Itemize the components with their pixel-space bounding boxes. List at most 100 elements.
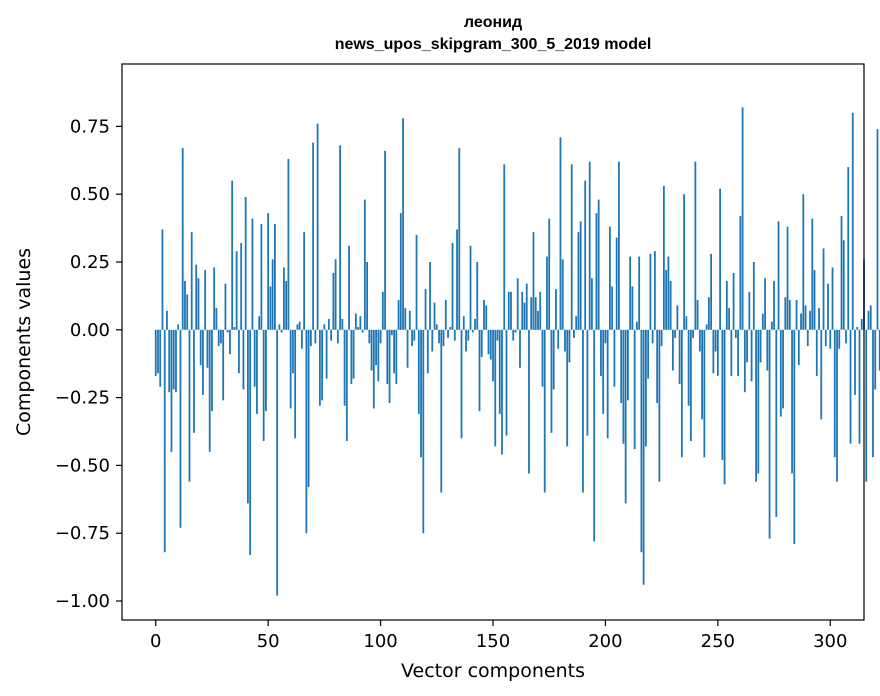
bar-313	[858, 329, 861, 444]
bar-221	[651, 329, 654, 344]
bar-205	[615, 237, 618, 330]
bar-179	[557, 329, 560, 349]
bar-165	[525, 283, 528, 330]
bar-188	[577, 232, 580, 330]
bar-301	[831, 267, 834, 330]
bar-286	[797, 329, 800, 366]
bar-167	[530, 297, 533, 330]
bar-52	[271, 259, 274, 330]
bar-43	[251, 218, 254, 330]
bar-230	[671, 329, 674, 371]
bar-224	[658, 329, 661, 482]
bar-4	[163, 329, 166, 553]
bar-214	[636, 321, 638, 330]
bar-162	[519, 329, 521, 368]
bar-160	[514, 329, 517, 333]
bar-72	[316, 123, 319, 330]
x-tick-label: 0	[150, 631, 161, 652]
bar-216	[640, 329, 643, 553]
bar-243	[701, 329, 704, 420]
bar-204	[613, 329, 616, 387]
bar-13	[184, 280, 186, 330]
bar-74	[321, 329, 324, 401]
bar-275	[773, 280, 775, 330]
bar-28	[217, 329, 220, 347]
bar-258	[734, 329, 737, 338]
bar-233	[678, 329, 681, 385]
bar-245	[705, 324, 708, 330]
bar-277	[777, 221, 780, 330]
bar-53	[274, 224, 276, 330]
bar-138	[465, 329, 467, 352]
bar-193	[588, 161, 591, 330]
bar-26	[213, 267, 216, 330]
bar-291	[809, 310, 811, 330]
bar-129	[444, 299, 447, 330]
bar-322	[878, 329, 880, 371]
bar-317	[867, 310, 870, 330]
bar-200	[604, 329, 607, 344]
bar-25	[211, 329, 213, 412]
bar-235	[683, 194, 686, 330]
bar-166	[528, 329, 530, 474]
bar-161	[516, 278, 519, 330]
bar-319	[872, 329, 874, 458]
bar-103	[386, 329, 389, 385]
bar-97	[372, 329, 375, 409]
bar-82	[339, 145, 341, 330]
bar-203	[611, 286, 614, 330]
bar-156	[505, 329, 508, 436]
bar-125	[435, 324, 438, 330]
bar-118	[420, 329, 422, 458]
bar-105	[390, 329, 393, 336]
bar-272	[766, 329, 769, 371]
bar-116	[415, 234, 418, 330]
bar-173	[543, 329, 546, 493]
bar-108	[397, 299, 400, 330]
bar-150	[492, 329, 494, 382]
bar-115	[413, 329, 416, 341]
bar-21	[202, 329, 204, 395]
bar-280	[784, 297, 787, 330]
bar-172	[541, 329, 544, 387]
bar-49	[265, 329, 267, 412]
bar-64	[298, 321, 301, 330]
y-axis-ticks: −1.00 −0.75 −0.50 −0.25 0.00 0.25 0.50 0.75	[55, 116, 122, 612]
bar-288	[802, 194, 805, 330]
bar-48	[262, 329, 265, 441]
bar-283	[791, 329, 793, 474]
bar-228	[667, 256, 670, 330]
bar-298	[824, 329, 827, 347]
bar-31	[224, 283, 227, 330]
bar-149	[489, 329, 492, 360]
bar-154	[501, 329, 503, 455]
bar-177	[552, 329, 555, 390]
x-tick-label: 250	[701, 631, 735, 652]
bar-33	[229, 329, 231, 355]
bar-112	[406, 329, 409, 368]
bar-8	[172, 329, 175, 390]
bar-124	[433, 302, 436, 330]
bar-69	[309, 329, 312, 347]
bar-157	[507, 291, 510, 330]
bar-208	[622, 329, 625, 444]
bar-51	[269, 286, 272, 330]
bar-24	[208, 329, 211, 452]
bar-158	[510, 291, 512, 330]
bar-251	[719, 188, 721, 330]
bar-292	[811, 218, 814, 330]
bar-58	[285, 280, 288, 330]
bar-114	[411, 329, 413, 347]
bar-47	[260, 224, 263, 330]
bar-242	[698, 329, 701, 352]
bar-320	[874, 329, 877, 390]
bar-6	[168, 329, 171, 393]
bar-265	[750, 329, 753, 382]
bar-120	[424, 289, 427, 330]
bar-55	[278, 324, 281, 330]
bar-310	[851, 112, 854, 330]
bar-63	[296, 324, 299, 330]
bar-303	[836, 329, 838, 482]
bar-220	[649, 253, 652, 330]
bar-201	[606, 329, 609, 439]
